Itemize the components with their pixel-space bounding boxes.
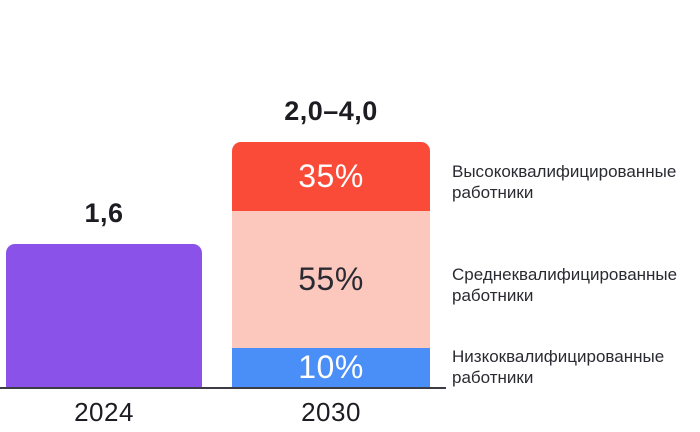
bar-2030-value-label: 2,0–4,0 xyxy=(284,96,378,126)
legend-label-low-qualified: Низкоквалифицированные работники xyxy=(452,347,665,387)
bar-2024-value-label: 1,6 xyxy=(84,198,124,228)
bar-2024 xyxy=(6,244,202,387)
x-axis-line xyxy=(0,387,446,389)
bar-2030-stack: 35% 55% 10% xyxy=(232,142,430,387)
legend-label-high-qualified: Высококвалифицированные работники xyxy=(452,162,677,202)
segment-low-qualified: 10% xyxy=(232,348,430,387)
segment-mid-qualified: 55% xyxy=(232,211,430,348)
segment-high-qualified: 35% xyxy=(232,142,430,211)
segment-low-percent-label: 10% xyxy=(298,349,364,385)
segment-mid-percent-label: 55% xyxy=(298,261,364,297)
segment-high-percent-label: 35% xyxy=(298,158,364,194)
legend-label-mid-qualified: Среднеквалифицированные работники xyxy=(452,265,678,305)
x-axis-tick-2030: 2030 xyxy=(301,397,361,427)
x-axis-tick-2024: 2024 xyxy=(74,397,134,427)
